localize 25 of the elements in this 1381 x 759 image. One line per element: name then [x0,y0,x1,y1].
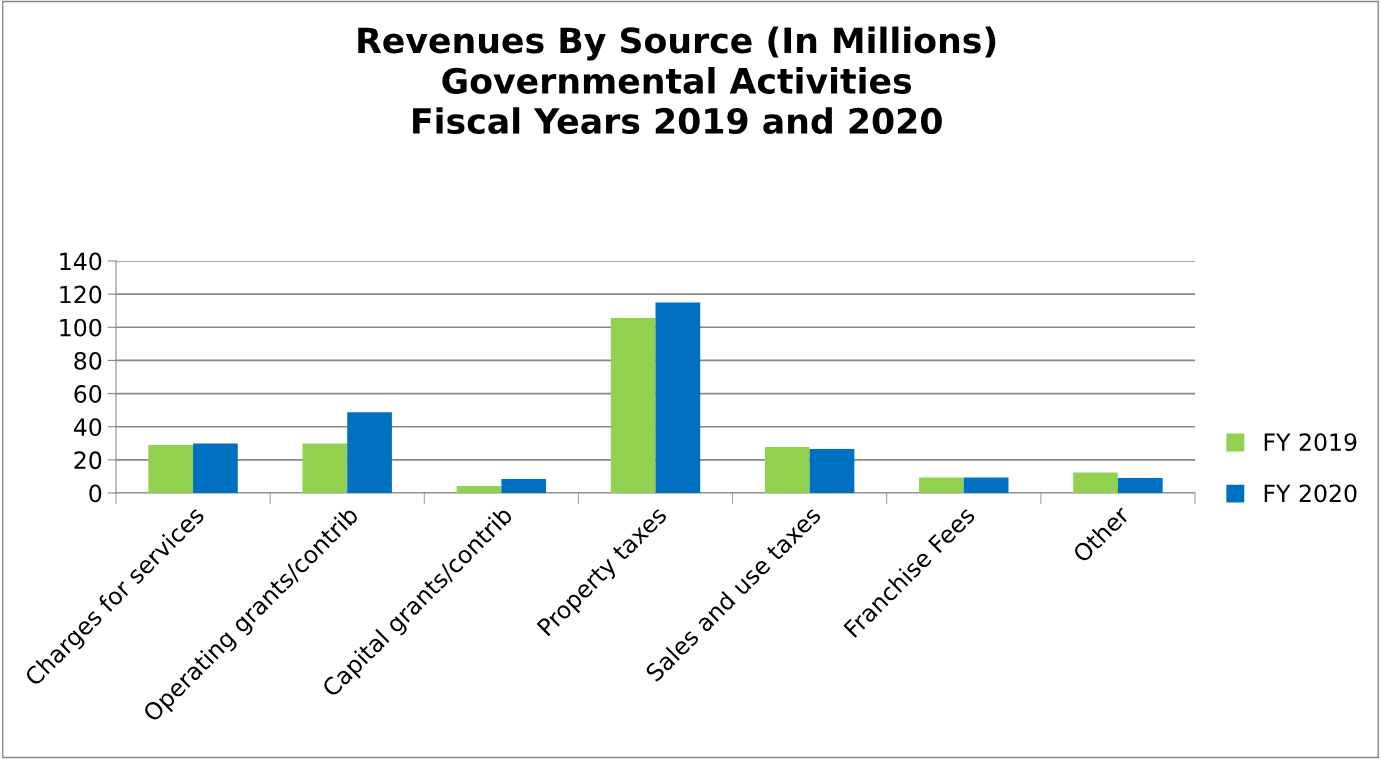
y-tick-label: 80 [74,351,102,370]
chart-title: Revenues By Source (In Millions) Governmental Activities Fiscal Years 2019 and 2020 [358,26,996,135]
bar [347,412,392,493]
bar [764,447,810,493]
bar [302,443,348,493]
bar [809,448,855,493]
y-tick-label: 100 [60,318,102,337]
bar [610,318,656,493]
bar [148,444,194,493]
bar [655,302,701,493]
bar [1073,472,1118,493]
y-tick-label: 60 [74,385,102,403]
legend-label: FY 2020 [1264,484,1357,503]
bar [456,486,502,493]
y-tick-label: 140 [60,252,102,271]
y-tick-label: 20 [74,451,102,470]
bar [963,477,1009,493]
bar [193,443,238,493]
bar [501,479,547,493]
bar [1117,478,1163,493]
legend-label: FY 2019 [1264,433,1357,452]
y-tick-label: 40 [73,418,102,437]
bar [919,477,964,493]
y-tick-label: 120 [60,285,102,304]
y-tick-label: 0 [89,484,102,503]
